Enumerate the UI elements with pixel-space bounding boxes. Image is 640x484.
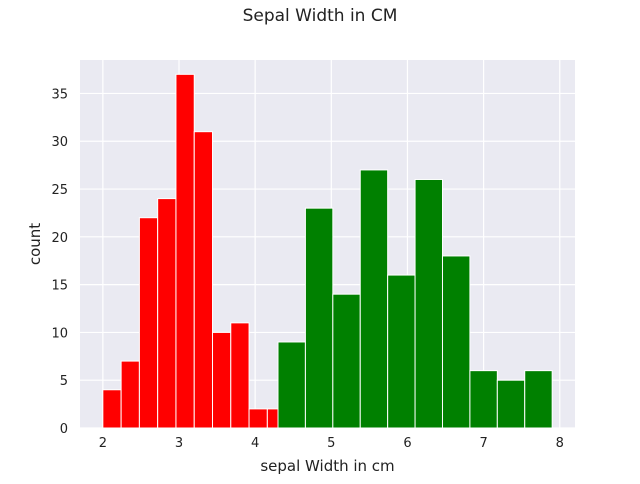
histogram-bar	[175, 73, 195, 429]
x-tick-label: 3	[175, 436, 183, 451]
histogram-bar	[248, 408, 268, 429]
x-tick-label: 5	[327, 436, 335, 451]
y-axis-label: count	[26, 223, 44, 265]
y-tick-label: 15	[51, 279, 68, 294]
histogram-bar	[304, 207, 334, 429]
histogram-bar	[277, 341, 306, 429]
y-tick-label: 30	[51, 135, 68, 150]
y-tick-label: 0	[60, 422, 68, 437]
histogram-bar	[387, 274, 416, 429]
x-tick-label: 6	[403, 436, 411, 451]
histogram-bar	[469, 370, 498, 429]
histogram-bar	[359, 169, 389, 429]
x-axis-label: sepal Width in cm	[260, 457, 394, 475]
tick-labels: 2 3 4 5 6 7 8 0 5 10 15 20 25 30 35	[51, 87, 563, 451]
histogram-bar	[157, 198, 177, 429]
histogram-bar	[212, 331, 232, 429]
histogram-bar	[332, 293, 361, 429]
x-tick-label: 8	[556, 436, 564, 451]
histogram-bar	[496, 379, 526, 429]
histogram-bar	[414, 178, 443, 429]
y-tick-label: 10	[51, 326, 68, 341]
histogram-bar	[441, 255, 471, 429]
x-tick-label: 7	[479, 436, 487, 451]
histogram-bar	[193, 131, 214, 429]
y-tick-label: 35	[51, 87, 68, 102]
histogram-bar	[102, 389, 122, 429]
y-tick-label: 5	[60, 374, 68, 389]
bars	[102, 73, 553, 429]
chart-title: Sepal Width in CM	[242, 6, 398, 26]
y-tick-label: 25	[51, 183, 68, 198]
x-tick-label: 2	[99, 436, 107, 451]
x-tick-label: 4	[251, 436, 259, 451]
histogram-bar	[230, 322, 250, 429]
y-tick-label: 20	[51, 231, 68, 246]
histogram-bar	[138, 217, 159, 429]
histogram-bar	[524, 370, 553, 429]
histogram-bar	[120, 360, 140, 429]
